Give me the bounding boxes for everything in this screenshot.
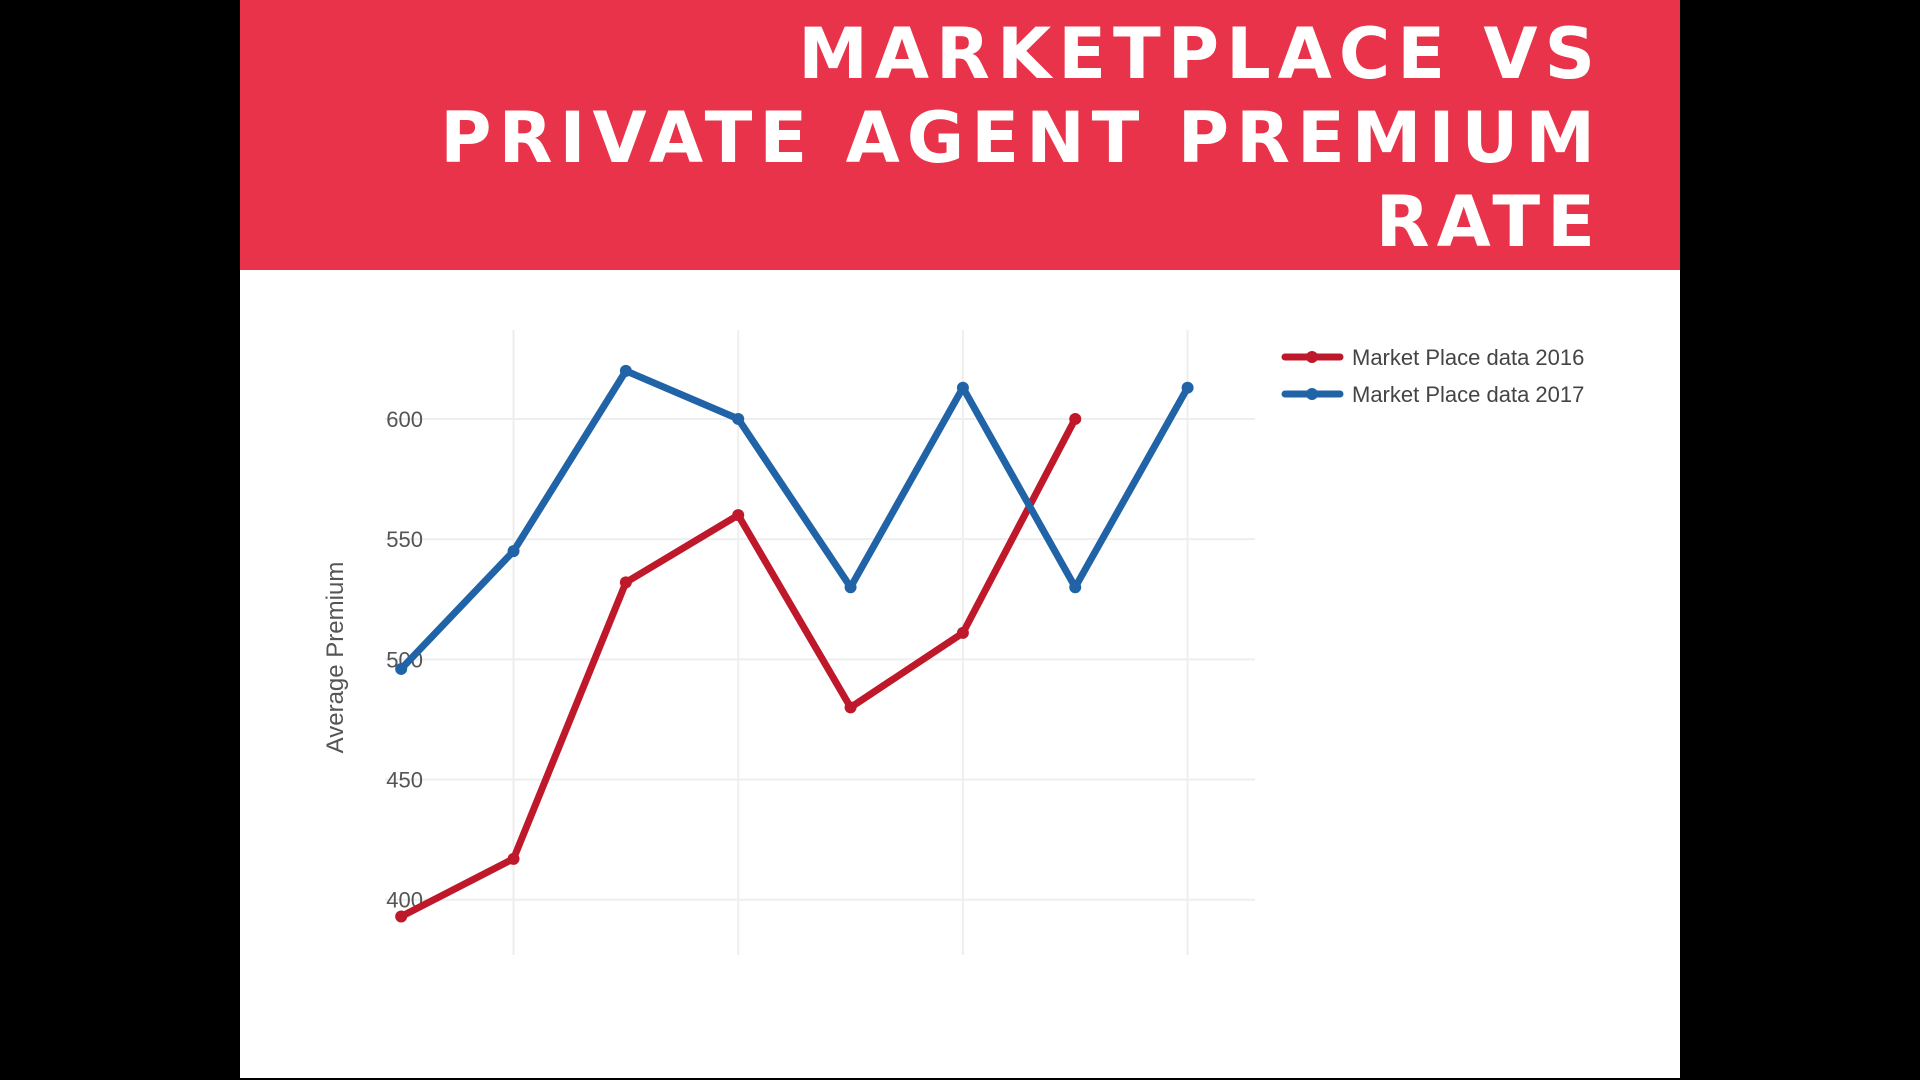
data-point bbox=[844, 581, 857, 594]
data-point bbox=[732, 509, 745, 522]
data-point bbox=[1181, 381, 1194, 394]
data-point bbox=[395, 910, 408, 923]
data-point bbox=[956, 626, 969, 639]
y-axis-title: Average Premium bbox=[322, 562, 349, 754]
series-line bbox=[397, 367, 1192, 673]
data-point bbox=[619, 576, 632, 589]
title-banner: MARKETPLACE VS PRIVATE AGENT PREMIUM RAT… bbox=[240, 0, 1680, 270]
legend-marker bbox=[1306, 351, 1318, 363]
y-tick-label: 450 bbox=[386, 768, 423, 793]
legend-item[interactable]: Market Place data 2016 bbox=[1281, 345, 1584, 370]
data-point bbox=[1069, 581, 1082, 594]
y-tick-label: 550 bbox=[386, 527, 423, 552]
title-line-1: MARKETPLACE VS bbox=[798, 13, 1602, 95]
legend-label: Market Place data 2016 bbox=[1352, 345, 1584, 370]
chart-title: MARKETPLACE VS PRIVATE AGENT PREMIUM RAT… bbox=[302, 12, 1602, 264]
data-point bbox=[507, 545, 520, 558]
title-line-3: RATE bbox=[1375, 181, 1602, 263]
plot-series bbox=[395, 364, 1194, 923]
legend-item[interactable]: Market Place data 2017 bbox=[1281, 382, 1584, 407]
data-point bbox=[956, 381, 969, 394]
data-point bbox=[395, 662, 408, 675]
legend-label: Market Place data 2017 bbox=[1352, 382, 1584, 407]
y-tick-label: 600 bbox=[386, 407, 423, 432]
legend-marker bbox=[1306, 388, 1318, 400]
series-2016 bbox=[395, 412, 1082, 923]
slide: MARKETPLACE VS PRIVATE AGENT PREMIUM RAT… bbox=[240, 0, 1680, 1078]
series-2017 bbox=[395, 364, 1194, 675]
data-point bbox=[844, 701, 857, 714]
data-point bbox=[1069, 412, 1082, 425]
title-line-2: PRIVATE AGENT PREMIUM bbox=[440, 97, 1602, 179]
data-point bbox=[619, 364, 632, 377]
grid-lines bbox=[385, 330, 1255, 955]
legend[interactable]: Market Place data 2016 Market Place data … bbox=[1281, 345, 1584, 407]
data-point bbox=[732, 412, 745, 425]
data-point bbox=[507, 852, 520, 865]
